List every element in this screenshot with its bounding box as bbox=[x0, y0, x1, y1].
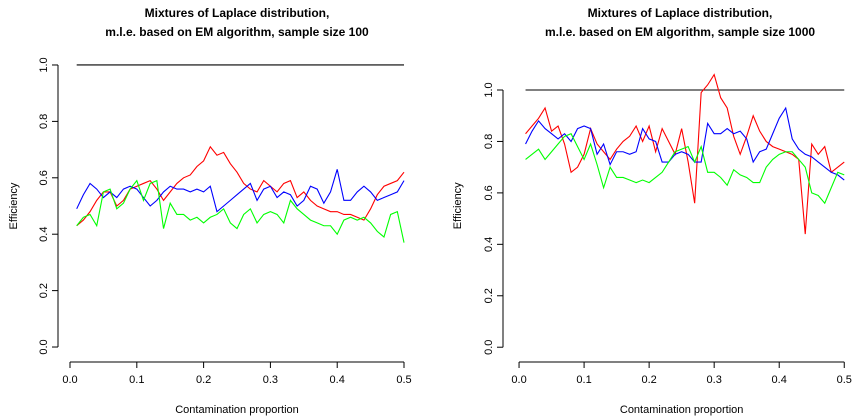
y-tick-label: 0.6 bbox=[38, 170, 50, 185]
y-axis-label: Efficiency bbox=[8, 182, 20, 229]
series-line bbox=[76, 179, 405, 243]
y-tick-label: 0.2 bbox=[483, 288, 495, 303]
y-tick-label: 0.8 bbox=[38, 114, 50, 129]
y-tick-label: 1.0 bbox=[38, 57, 50, 72]
x-axis-label: Contamination proportion bbox=[175, 404, 299, 416]
y-tick-label: 0.2 bbox=[38, 283, 50, 298]
series-line bbox=[76, 169, 405, 213]
x-tick-label: 0.4 bbox=[330, 374, 345, 386]
series-line bbox=[525, 73, 845, 235]
y-tick-label: 1.0 bbox=[483, 82, 495, 97]
series-line bbox=[76, 145, 405, 227]
y-tick-label: 0.4 bbox=[38, 227, 50, 242]
x-tick-label: 0.5 bbox=[396, 374, 411, 386]
x-tick-label: 0.0 bbox=[62, 374, 77, 386]
x-tick-label: 0.4 bbox=[772, 374, 787, 386]
x-tick-label: 0.2 bbox=[196, 374, 211, 386]
y-axis-label: Efficiency bbox=[452, 182, 464, 229]
y-tick-label: 0.4 bbox=[483, 237, 495, 252]
x-tick-label: 0.0 bbox=[511, 374, 526, 386]
chart-title: m.l.e. based on EM algorithm, sample siz… bbox=[545, 25, 815, 39]
x-tick-label: 0.5 bbox=[837, 374, 852, 386]
chart-title: Mixtures of Laplace distribution, bbox=[145, 6, 330, 20]
x-tick-label: 0.3 bbox=[263, 374, 278, 386]
x-tick-label: 0.1 bbox=[576, 374, 591, 386]
series-line bbox=[525, 106, 845, 181]
x-axis-label: Contamination proportion bbox=[620, 404, 744, 416]
y-tick-label: 0.8 bbox=[483, 134, 495, 149]
x-tick-label: 0.3 bbox=[707, 374, 722, 386]
x-tick-label: 0.2 bbox=[641, 374, 656, 386]
chart-title: m.l.e. based on EM algorithm, sample siz… bbox=[105, 25, 369, 39]
chart-title: Mixtures of Laplace distribution, bbox=[588, 6, 773, 20]
x-tick-label: 0.1 bbox=[129, 374, 144, 386]
series-line bbox=[525, 133, 845, 205]
y-tick-label: 0.0 bbox=[483, 340, 495, 355]
y-tick-label: 0.0 bbox=[38, 339, 50, 354]
y-tick-label: 0.6 bbox=[483, 185, 495, 200]
